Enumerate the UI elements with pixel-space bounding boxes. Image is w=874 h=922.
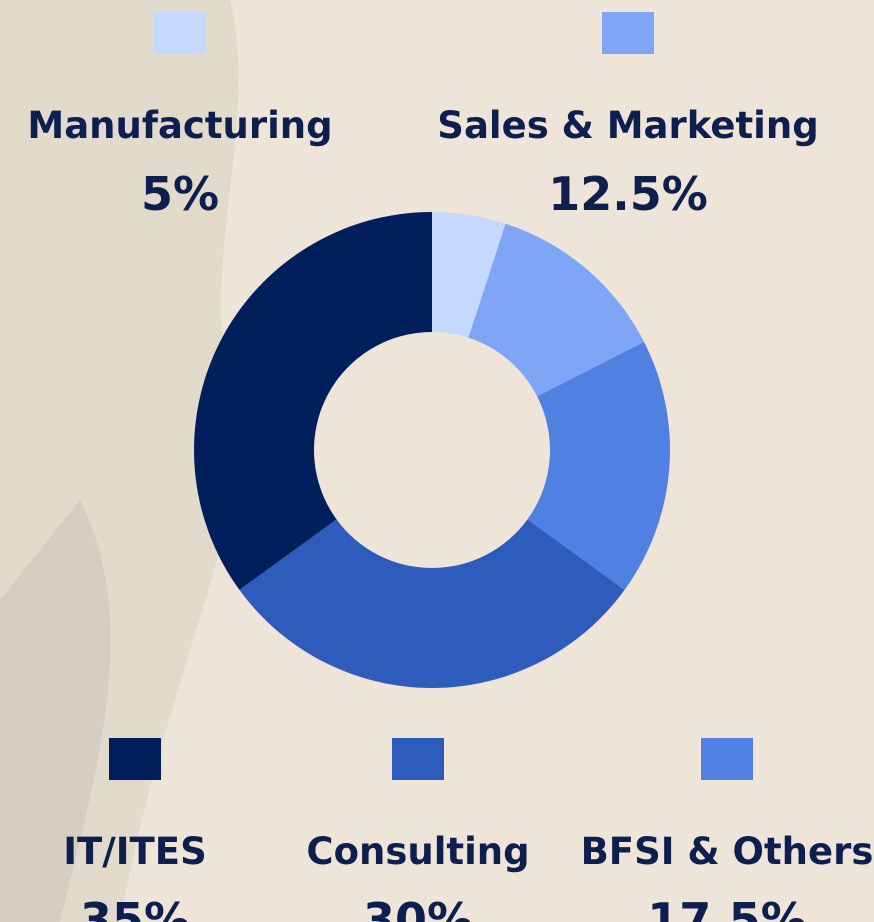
legend-label: Manufacturing bbox=[27, 104, 332, 147]
legend-value: 17.5% bbox=[647, 893, 807, 922]
legend-swatch bbox=[392, 738, 444, 780]
legend-swatch bbox=[701, 738, 753, 780]
legend-value: 12.5% bbox=[548, 167, 708, 221]
legend-swatch bbox=[154, 12, 206, 54]
page: Manufacturing 5% Sales & Marketing 12.5% BFS… bbox=[0, 0, 874, 922]
legend-label: Consulting bbox=[306, 830, 529, 873]
legend-value: 30% bbox=[363, 893, 473, 922]
legend-label: BFSI & Others bbox=[581, 830, 874, 873]
legend-swatch bbox=[109, 738, 161, 780]
legend-label: Sales & Marketing bbox=[437, 104, 818, 147]
legend-label: IT/ITES bbox=[63, 830, 206, 873]
chart: Manufacturing 5% Sales & Marketing 12.5% BFS… bbox=[0, 0, 874, 922]
legend-value: 35% bbox=[80, 893, 190, 922]
legend-value: 5% bbox=[141, 167, 219, 221]
legend-swatch bbox=[602, 12, 654, 54]
